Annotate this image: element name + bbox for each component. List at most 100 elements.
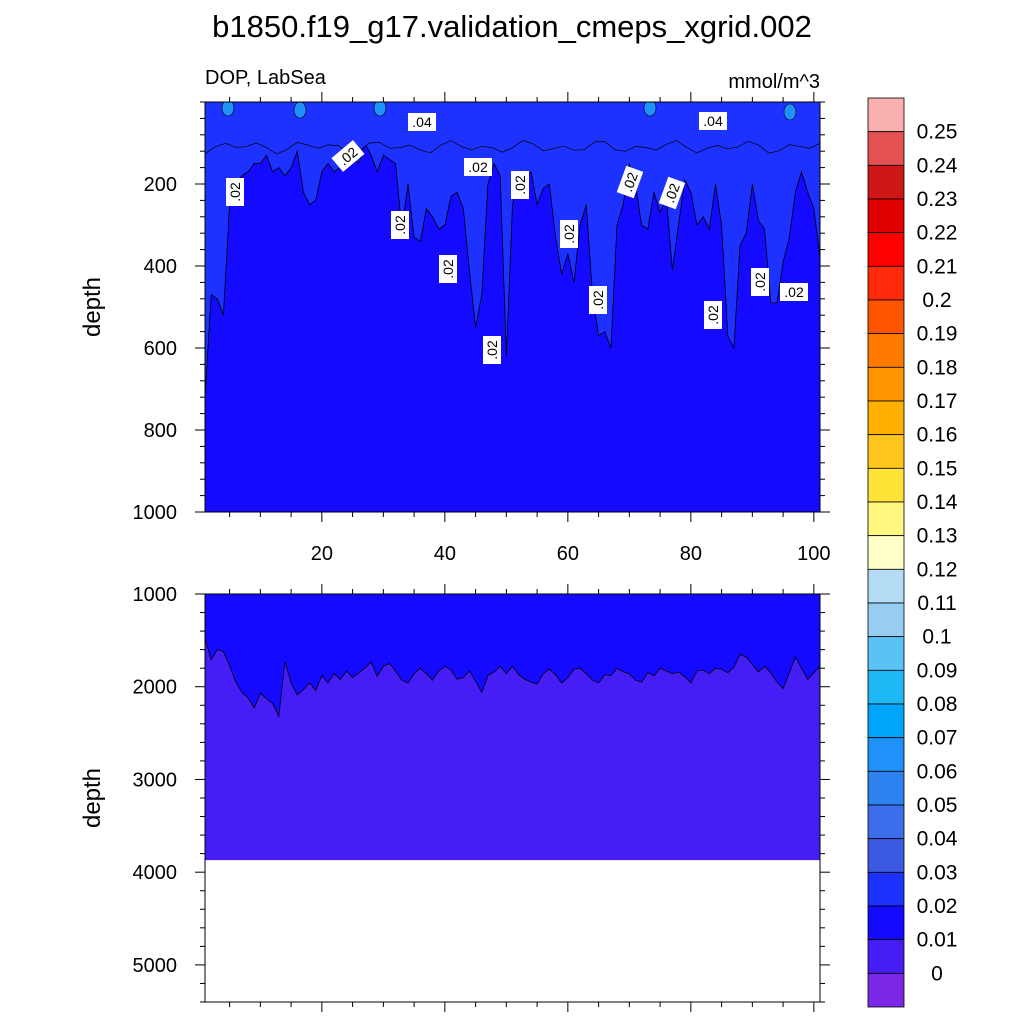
x-axis: 20 40 60 80 100 — [229, 92, 831, 565]
colorbar-swatch — [867, 804, 905, 840]
y-axis: 200 400 600 800 1000 depth — [79, 101, 830, 524]
colorbar-swatch — [867, 972, 905, 1008]
y-tick-label: 200 — [144, 174, 177, 196]
svg-text:.04: .04 — [703, 113, 723, 129]
svg-text:.02: .02 — [227, 182, 243, 202]
colorbar-swatch — [867, 871, 905, 907]
colorbar-label: 0.05 — [917, 794, 958, 817]
colorbar-label: 0.18 — [917, 356, 958, 379]
svg-text:.04: .04 — [412, 114, 432, 130]
svg-text:.02: .02 — [512, 175, 528, 195]
chart-title: b1850.f19_g17.validation_cmeps_xgrid.002 — [212, 9, 812, 44]
colorbar-label: 0.12 — [917, 558, 958, 581]
band-surface-0.03 — [205, 102, 820, 155]
colorbar-label: 0.17 — [917, 390, 958, 413]
colorbar-label: 0.11 — [917, 592, 956, 615]
y-tick-label: 1000 — [133, 502, 178, 524]
x-axis — [229, 584, 815, 1012]
svg-text:.02: .02 — [590, 290, 606, 310]
plot-frame — [204, 101, 821, 513]
y-tick-label: 5000 — [133, 955, 178, 977]
y-axis-label: depth — [79, 277, 106, 337]
colorbar-label: 0.03 — [917, 861, 958, 884]
colorbar-swatch — [867, 669, 905, 705]
colorbar-swatch — [867, 535, 905, 570]
surface-patch — [643, 102, 657, 117]
colorbar-label: 0.01 — [917, 929, 958, 952]
y-tick-label: 400 — [144, 256, 177, 278]
colorbar-label: 0.19 — [917, 323, 958, 346]
contour-label: .04 — [408, 113, 436, 131]
band-001 — [205, 594, 820, 718]
x-tick-label: 40 — [434, 543, 456, 565]
colorbar-label: 0.25 — [917, 121, 958, 144]
contour-label: .02 — [589, 286, 607, 314]
colorbar-label: 0.1 — [922, 626, 951, 649]
svg-text:.02: .02 — [661, 181, 683, 205]
contour-label: .02 — [658, 176, 686, 210]
x-tick-label: 100 — [797, 543, 830, 565]
colorbar-label: 0.15 — [917, 457, 958, 480]
y-tick-label: 800 — [144, 420, 177, 442]
colorbar-swatch — [867, 164, 905, 200]
contour-label: .02 — [439, 255, 457, 283]
contour-label: .02 — [483, 336, 501, 364]
colorbar-swatch — [867, 265, 905, 301]
x-tick-label: 80 — [680, 543, 702, 565]
colorbar-label: 0.08 — [917, 693, 958, 716]
colorbar-swatch — [867, 905, 905, 941]
surface-patch — [373, 102, 387, 117]
contour-label: .04 — [699, 112, 727, 130]
contour-label: .02 — [391, 211, 409, 239]
contour-label: .02 — [704, 301, 722, 329]
lower-panel: 1000 2000 3000 4000 5000 depth — [79, 584, 830, 1012]
colorbar-label: 0 — [931, 962, 943, 985]
svg-text:.02: .02 — [468, 159, 488, 175]
colorbar-label: 0.22 — [917, 222, 958, 245]
colorbar-swatch — [867, 366, 905, 402]
colorbar-label: 0.06 — [917, 760, 958, 783]
x-tick-label: 20 — [311, 543, 333, 565]
colorbar-swatch — [867, 703, 905, 739]
colorbar-swatch — [867, 400, 905, 436]
surface-patch — [293, 102, 307, 119]
colorbar-label: 0.16 — [917, 424, 958, 447]
y-tick-label: 2000 — [133, 677, 178, 699]
y-tick-label: 600 — [144, 338, 177, 360]
colorbar-swatch — [867, 737, 905, 772]
contour-label: .02 — [511, 171, 529, 199]
colorbar-swatch — [867, 467, 905, 503]
contour-label: .02 — [464, 158, 492, 176]
contour-label: .02 — [616, 165, 644, 199]
units-label: mmol/m^3 — [728, 71, 820, 93]
plot-area — [205, 594, 820, 1002]
colorbar-swatch — [867, 299, 905, 335]
svg-text:.02: .02 — [440, 259, 456, 279]
colorbar-swatch — [867, 939, 905, 974]
colorbar-swatch — [867, 770, 905, 806]
x-tick-label: 60 — [557, 543, 579, 565]
colorbar-swatch — [867, 97, 905, 133]
svg-text:.02: .02 — [752, 272, 768, 292]
y-tick-label: 1000 — [133, 584, 178, 606]
surface-patch — [221, 102, 235, 117]
colorbar-swatch — [867, 568, 905, 604]
plot-area: .04 .04 .02 .02 .02 .02 .02 .02 .02 .02 .02 .02 .02.… — [205, 102, 820, 512]
colorbar-swatch — [867, 838, 905, 873]
contour-label: .02 — [560, 220, 578, 248]
svg-text:.02: .02 — [484, 340, 500, 360]
svg-text:.02: .02 — [784, 284, 804, 300]
colorbar-swatch — [867, 434, 905, 469]
contour-label: .02 — [226, 178, 244, 206]
colorbar-label: 0.21 — [917, 255, 958, 278]
colorbar-swatch — [867, 501, 905, 537]
variable-label: DOP, LabSea — [205, 67, 327, 89]
upper-panel: .04 .04 .02 .02 .02 .02 .02 .02 .02 .02 .02 .02 .02.… — [79, 92, 831, 565]
svg-text:.02: .02 — [705, 305, 721, 325]
colorbar-label: 0.02 — [917, 895, 958, 918]
colorbar: 0.25 0.24 0.23 0.22 0.21 0.2 0.19 0.18 0.17 0.16 0… — [867, 97, 958, 1008]
colorbar-swatch — [867, 232, 905, 267]
colorbar-label: 0.13 — [917, 525, 958, 548]
svg-text:.02: .02 — [619, 170, 641, 194]
svg-text:.02: .02 — [561, 224, 577, 244]
